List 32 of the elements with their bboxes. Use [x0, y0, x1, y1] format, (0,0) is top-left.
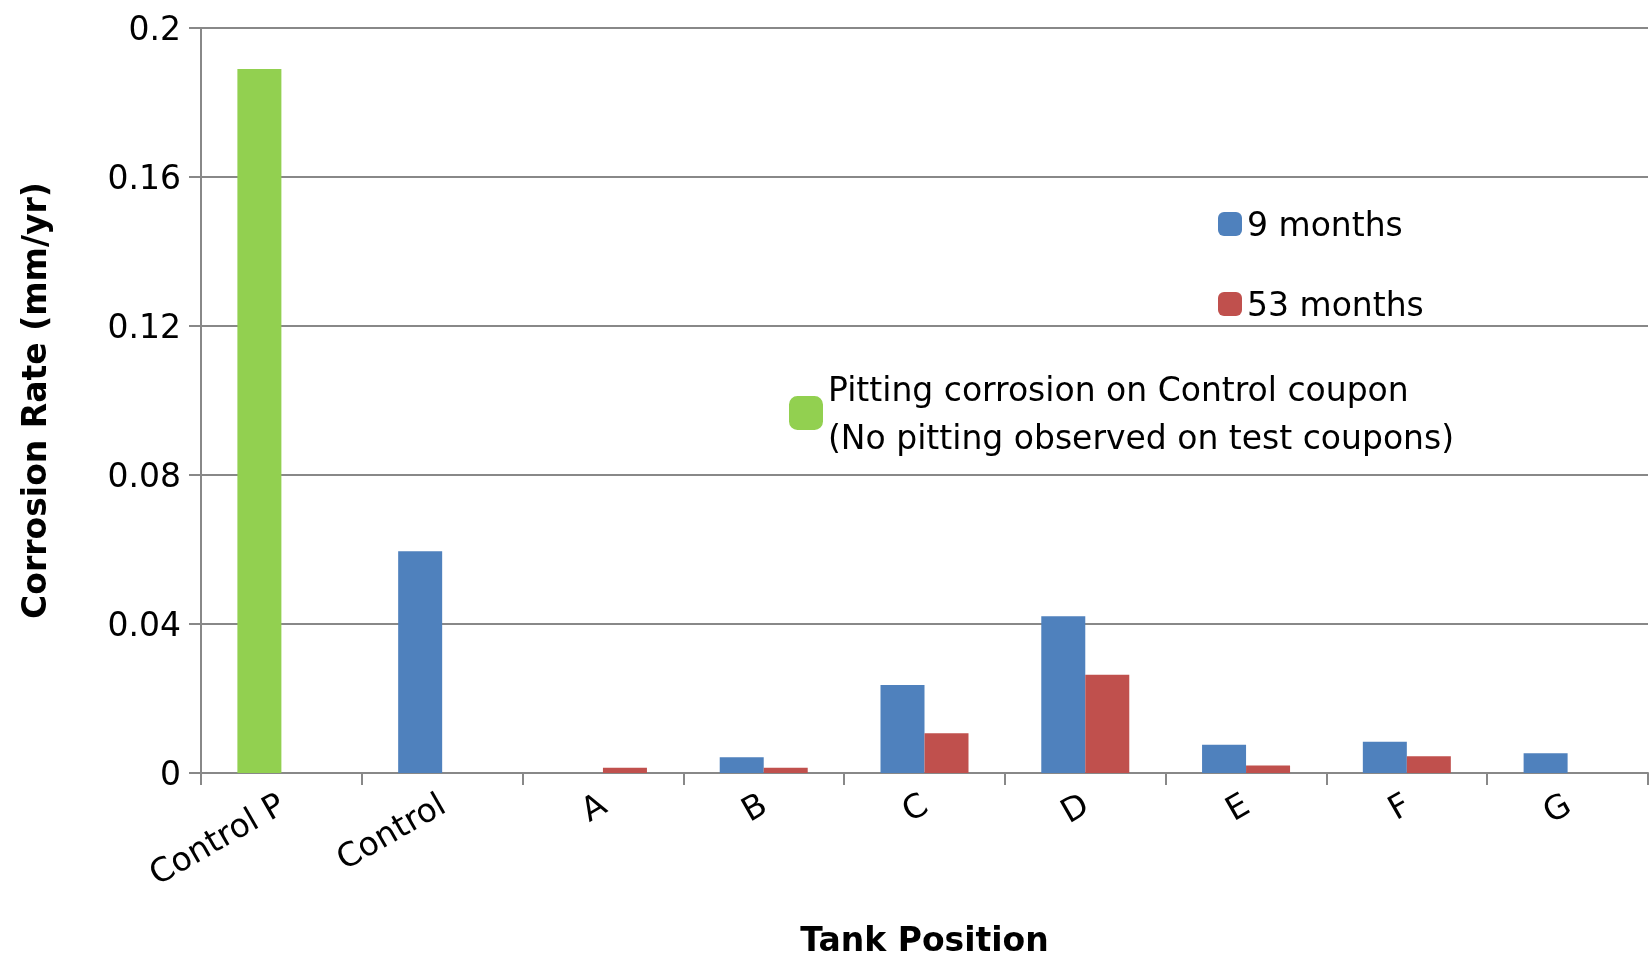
bar	[880, 685, 925, 773]
y-tick-label: 0.2	[128, 8, 181, 48]
bar	[398, 551, 443, 773]
y-tick-label: 0.16	[107, 157, 181, 197]
bar	[1523, 753, 1568, 773]
bar	[1362, 741, 1407, 773]
x-axis-title: Tank Position	[800, 920, 1049, 959]
y-tick-label: 0.04	[107, 604, 181, 644]
x-tick-label: A	[573, 783, 614, 830]
bar	[924, 733, 969, 773]
bar	[237, 68, 282, 773]
bar	[763, 767, 808, 773]
x-tick-label: E	[1218, 784, 1256, 829]
x-tick-label: B	[734, 784, 774, 830]
legend-label: Pitting corrosion on Control coupon (No pitting observed on test coupons)	[828, 369, 1455, 457]
x-tick-label: D	[1053, 784, 1096, 831]
legend-label: 53 months	[1247, 284, 1424, 324]
bar	[1246, 765, 1291, 773]
bar	[719, 757, 764, 773]
y-axis-title: Corrosion Rate (mm/yr)	[15, 182, 54, 619]
x-tick-label: G	[1535, 784, 1578, 831]
bar	[1085, 674, 1130, 773]
bar	[1041, 616, 1086, 773]
x-tick-label: C	[894, 784, 935, 830]
bar	[602, 767, 647, 773]
bar	[1406, 756, 1451, 773]
y-tick-label: 0	[160, 753, 181, 793]
legend-label: 9 months	[1247, 204, 1403, 244]
bar	[1202, 744, 1247, 773]
y-tick-label: 0.08	[107, 455, 181, 495]
x-tick-label: F	[1380, 784, 1417, 828]
y-tick-label: 0.12	[107, 306, 181, 346]
